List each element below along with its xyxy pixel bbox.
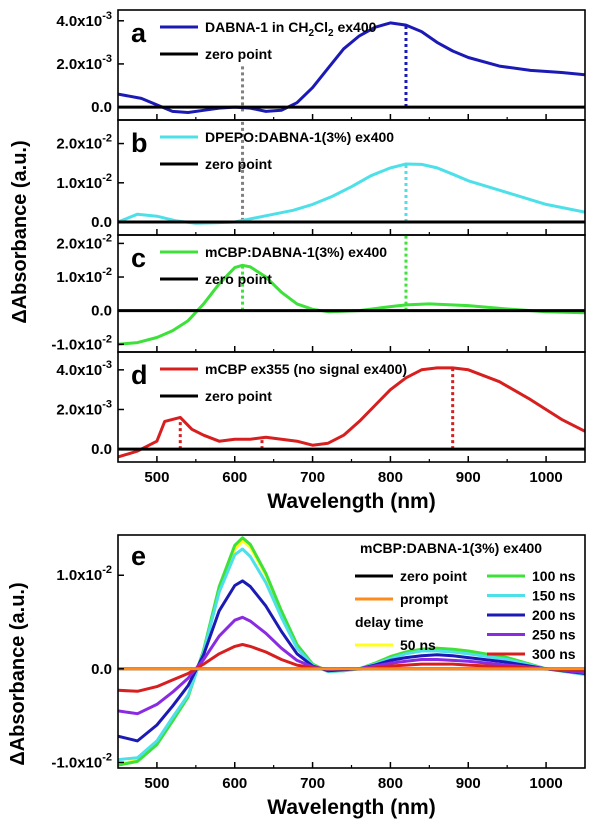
y-tick-label-a-2: 4.0x10-3: [56, 10, 112, 30]
legend-label-e-2: 50 ns: [400, 637, 436, 653]
series-c-mcbp-dabna-1-3-ex400: [118, 263, 585, 346]
x-tick-label-d-800: 800: [378, 469, 403, 486]
x-tick-label-e-700: 700: [300, 775, 325, 792]
y-tick-label-d-2: 4.0x10-3: [56, 359, 112, 379]
x-tick-label-e-800: 800: [378, 775, 403, 792]
plot-area-d: [118, 366, 585, 459]
legend-label-e-7: 300 ns: [532, 646, 576, 662]
plot-frame-e: [117, 534, 586, 769]
legend-note-e: delay time: [355, 614, 424, 630]
x-tick-label-d-600: 600: [222, 469, 247, 486]
legend-label-e-6: 250 ns: [532, 627, 576, 643]
legend-label-e-1: prompt: [400, 591, 449, 607]
x-tick-label-d-700: 700: [300, 469, 325, 486]
legend-label-e-3: 100 ns: [532, 568, 576, 584]
legend-label-d-0: mCBP ex355 (no signal ex400): [205, 361, 407, 377]
x-tick-label-e-500: 500: [144, 775, 169, 792]
y-tick-label-e-2: 1.0x10-2: [56, 564, 112, 584]
y-tick-label-b-2: 2.0x10-2: [56, 133, 112, 153]
plot-area-c: [118, 235, 585, 346]
panel-b: 0.0 1.0x10-2 2.0x10-2 b DPEPO:DABNA-1(3%) ex…: [56, 119, 586, 236]
series-d-mcbp-ex355-no-signal-ex400-: [118, 366, 585, 459]
legend-label-b-1: zero point: [205, 156, 272, 172]
series-b-dpepo-dabna-1-3-ex400: [118, 162, 585, 225]
legend-label-b-0: DPEPO:DABNA-1(3%) ex400: [205, 129, 394, 145]
panel-label-b: b: [131, 128, 148, 158]
y-tick-label-c-1: 0.0: [91, 303, 112, 320]
panel-label-d: d: [131, 360, 148, 390]
x-axis-label-d: Wavelength (nm): [267, 490, 435, 513]
y-tick-label-a-1: 2.0x10-3: [56, 53, 112, 73]
y-tick-label-b-1: 1.0x10-2: [56, 172, 112, 192]
legend-label-e-4: 150 ns: [532, 588, 576, 604]
panel-d: 500 600 700 800 900 1000 Wavelength (nm) 0.0 2.0…: [56, 351, 586, 513]
plot-area-a: [118, 21, 585, 114]
y-tick-label-a-0: 0.0: [91, 99, 112, 116]
y-axis-label-top: ΔAbsorbance (a.u.): [9, 140, 31, 323]
y-tick-label-e-1: 0.0: [91, 661, 112, 678]
x-tick-label-e-600: 600: [222, 775, 247, 792]
legend-label-d-1: zero point: [205, 388, 272, 404]
panel-label-a: a: [131, 18, 147, 48]
plot-area-e: [118, 536, 585, 767]
y-tick-label-c-0: -1.0x10-2: [51, 333, 112, 353]
panel-label-c: c: [131, 243, 146, 273]
legend-title-e: mCBP:DABNA-1(3%) ex400: [360, 540, 542, 556]
y-tick-label-e-0: -1.0x10-2: [51, 751, 112, 771]
legend-label-c-1: zero point: [205, 271, 272, 287]
legend-label-e-0: zero point: [400, 568, 467, 584]
legend-label-c-0: mCBP:DABNA-1(3%) ex400: [205, 244, 387, 260]
y-tick-label-c-3: 2.0x10-2: [56, 232, 112, 252]
x-tick-label-d-500: 500: [144, 469, 169, 486]
x-axis-label-e: Wavelength (nm): [267, 796, 435, 819]
series-e-100-ns: [118, 536, 585, 767]
legend-label-a-0: DABNA-1 in CH2Cl2 ex400: [205, 19, 377, 39]
y-tick-label-d-1: 2.0x10-3: [56, 398, 112, 418]
y-tick-label-c-2: 1.0x10-2: [56, 266, 112, 286]
series-a-dabna-1-in-ch2cl2-ex400: [118, 21, 585, 114]
panel-label-e: e: [131, 541, 146, 571]
series-e-50-ns: [118, 539, 585, 766]
legend-label-e-5: 200 ns: [532, 607, 576, 623]
x-tick-label-d-900: 900: [456, 469, 481, 486]
y-axis-label-bottom: ΔAbsorbance (a.u.): [7, 582, 29, 765]
x-tick-label-e-1000: 1000: [529, 775, 562, 792]
y-tick-label-b-0: 0.0: [91, 214, 112, 231]
x-tick-label-e-900: 900: [456, 775, 481, 792]
x-tick-label-d-1000: 1000: [529, 469, 562, 486]
panel-e: 500 600 700 800 900 1000 Wavelength (nm) -1.0x1…: [51, 534, 586, 819]
panel-a: 0.0 2.0x10-3 4.0x10-3 a DABNA-1 in CH2Cl2 ex…: [56, 9, 586, 121]
plot-area-b: [118, 120, 585, 225]
legend-label-a-1: zero point: [205, 46, 272, 62]
panel-c: -1.0x10-2 0.0 1.0x10-2 2.0x10-2 c mCBP:DABNA-…: [51, 232, 586, 353]
y-tick-label-d-0: 0.0: [91, 441, 112, 458]
